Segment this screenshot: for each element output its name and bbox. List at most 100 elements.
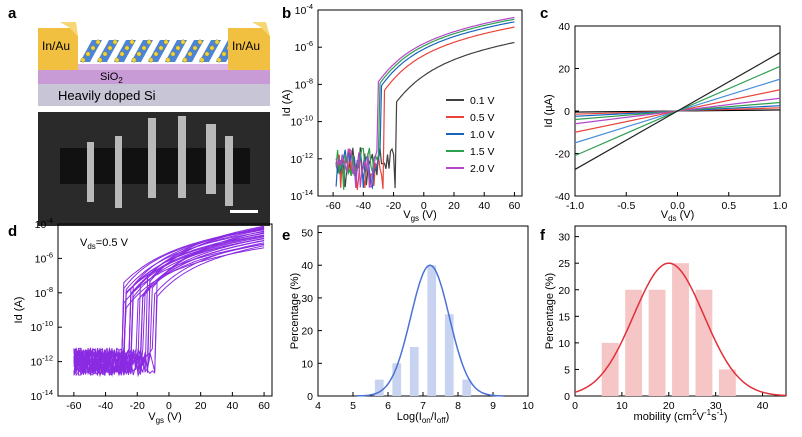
atom-marker bbox=[136, 51, 142, 57]
atom-marker bbox=[131, 57, 137, 63]
y-tick-label: 10 bbox=[301, 358, 313, 370]
x-tick-label: 9 bbox=[490, 400, 496, 412]
crystal-chain bbox=[97, 40, 119, 62]
atom-marker bbox=[158, 45, 164, 51]
panel-label-e: e bbox=[282, 227, 290, 244]
y-tick-label: 25 bbox=[558, 258, 570, 270]
x-tick-label: 10 bbox=[616, 400, 628, 412]
y-axis-label: Percentage (%) bbox=[289, 273, 301, 349]
plot-frame bbox=[317, 9, 523, 197]
y-tick-label: 40 bbox=[558, 21, 570, 33]
atom-marker bbox=[165, 57, 171, 63]
x-tick-label: -60 bbox=[326, 200, 341, 212]
device-curve bbox=[73, 233, 265, 376]
atom-marker bbox=[204, 51, 210, 57]
atom-marker bbox=[197, 39, 203, 45]
panel-d: d 10-14 10-12 10-10 10-8 10-6 10-4 -60 -40 -20 0 2… bbox=[8, 216, 273, 425]
y-tick-label: 10-6 bbox=[35, 250, 53, 265]
y-tick-label: -40 bbox=[555, 191, 570, 203]
y-tick-label: 10-4 bbox=[35, 216, 53, 231]
electrode-left bbox=[38, 28, 78, 70]
sio2-label: SiO2 bbox=[100, 71, 123, 85]
x-tick-label: 60 bbox=[258, 400, 270, 412]
y-tick-label: 30 bbox=[301, 293, 313, 305]
panel-label-f: f bbox=[540, 227, 546, 244]
iv-line bbox=[574, 52, 781, 170]
atom-marker bbox=[148, 57, 154, 63]
x-tick-label: 0 bbox=[421, 200, 427, 212]
x-tick-label: 7 bbox=[420, 400, 426, 412]
y-axis-label: Id (A) bbox=[13, 297, 25, 324]
atom-marker bbox=[141, 45, 147, 51]
gaussian-fit bbox=[574, 262, 787, 397]
histogram-bar bbox=[462, 379, 472, 396]
crystal-chain bbox=[80, 40, 102, 62]
y-tick-label: 5 bbox=[564, 364, 570, 376]
crystal-chain bbox=[148, 40, 170, 62]
electrode-left-top bbox=[60, 22, 78, 36]
y-tick-label: 0 bbox=[564, 106, 570, 118]
panel-a: a Heavily doped Si SiO2 In/Au In/Au bbox=[8, 5, 270, 226]
crystal-chain bbox=[199, 40, 221, 62]
y-tick-label: 10-14 bbox=[290, 188, 313, 203]
crystal-chain bbox=[114, 40, 136, 62]
x-tick-label: 10 bbox=[522, 400, 534, 412]
y-tick-label: 0 bbox=[307, 391, 313, 403]
scale-bar bbox=[230, 210, 258, 213]
histogram-bar bbox=[672, 263, 689, 396]
atom-marker bbox=[146, 39, 152, 45]
crystal-chain bbox=[131, 40, 153, 62]
atom-marker bbox=[129, 39, 135, 45]
atom-marker bbox=[163, 39, 169, 45]
atom-marker bbox=[170, 51, 176, 57]
atom-marker bbox=[107, 45, 113, 51]
x-tick-label: 20 bbox=[448, 200, 460, 212]
crystal-chain bbox=[165, 40, 187, 62]
histogram-bar bbox=[444, 314, 454, 396]
y-tick-label: 20 bbox=[558, 64, 570, 76]
x-tick-label: -60 bbox=[66, 400, 81, 412]
panel-f: f 0 5 10 15 20 25 30 0 10 20 30 40 Percentage (%) mob… bbox=[540, 225, 787, 423]
x-tick-label: 1.0 bbox=[773, 200, 788, 212]
histogram-bar bbox=[648, 289, 666, 396]
atom-marker bbox=[80, 57, 86, 63]
x-tick-label: -0.5 bbox=[617, 200, 635, 212]
electrode-left-label: In/Au bbox=[42, 39, 70, 53]
y-tick-label: 20 bbox=[301, 326, 313, 338]
x-tick-label: 8 bbox=[455, 400, 461, 412]
y-axis-label: Id (A) bbox=[281, 90, 293, 117]
device-curve bbox=[73, 245, 265, 375]
atom-marker bbox=[221, 51, 227, 57]
atom-marker bbox=[95, 39, 101, 45]
x-axis-label: Vds (V) bbox=[661, 209, 695, 223]
panel-label-c: c bbox=[540, 5, 548, 22]
x-tick-label: 0 bbox=[572, 400, 578, 412]
sem-electrodes bbox=[87, 116, 233, 208]
y-tick-label: 0 bbox=[564, 391, 570, 403]
x-tick-label: 0 bbox=[166, 400, 172, 412]
atom-marker bbox=[187, 51, 193, 57]
y-tick-label: -20 bbox=[555, 149, 570, 161]
y-tick-label: 10-10 bbox=[30, 319, 53, 334]
panel-b: b 10-14 10-12 10-10 10-8 10-6 10-4 -60 -40 -20 0 2… bbox=[281, 2, 523, 223]
x-tick-label: -20 bbox=[130, 400, 145, 412]
electrode-right-top bbox=[252, 22, 270, 36]
y-tick-label: 15 bbox=[558, 311, 570, 323]
y-tick-label: 20 bbox=[558, 285, 570, 297]
gaussian-fit bbox=[356, 264, 504, 397]
atom-marker bbox=[182, 57, 188, 63]
crystal-flake bbox=[80, 39, 238, 63]
y-axis-label: Percentage (%) bbox=[544, 273, 556, 349]
x-tick-label: 60 bbox=[509, 200, 521, 212]
x-tick-label: -40 bbox=[98, 400, 113, 412]
series-line-20V bbox=[335, 16, 515, 189]
x-tick-label: -1.0 bbox=[566, 200, 584, 212]
x-tick-label: 6 bbox=[385, 400, 391, 412]
y-tick-label: 30 bbox=[558, 232, 570, 244]
atom-marker bbox=[124, 45, 130, 51]
y-tick-label: 10-10 bbox=[290, 114, 313, 129]
crystal-chain bbox=[182, 40, 204, 62]
si-substrate bbox=[38, 84, 270, 106]
panel-c: c -40 -20 0 20 40 -1.0 -0.5 0.0 0.5 1.0 Vds (V) Id … bbox=[540, 5, 787, 223]
legend-label: 1.5 V bbox=[470, 146, 495, 158]
